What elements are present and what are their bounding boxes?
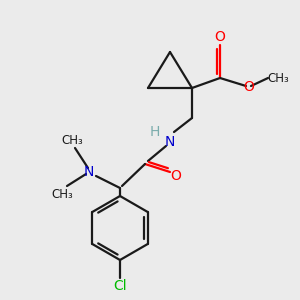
- Text: O: O: [171, 169, 182, 183]
- Text: CH₃: CH₃: [51, 188, 73, 202]
- Text: Cl: Cl: [113, 279, 127, 293]
- Text: N: N: [165, 135, 175, 149]
- Text: CH₃: CH₃: [61, 134, 83, 146]
- Text: O: O: [214, 30, 225, 44]
- Text: CH₃: CH₃: [267, 71, 289, 85]
- Text: N: N: [84, 165, 94, 179]
- Text: H: H: [150, 125, 160, 139]
- Text: O: O: [244, 80, 254, 94]
